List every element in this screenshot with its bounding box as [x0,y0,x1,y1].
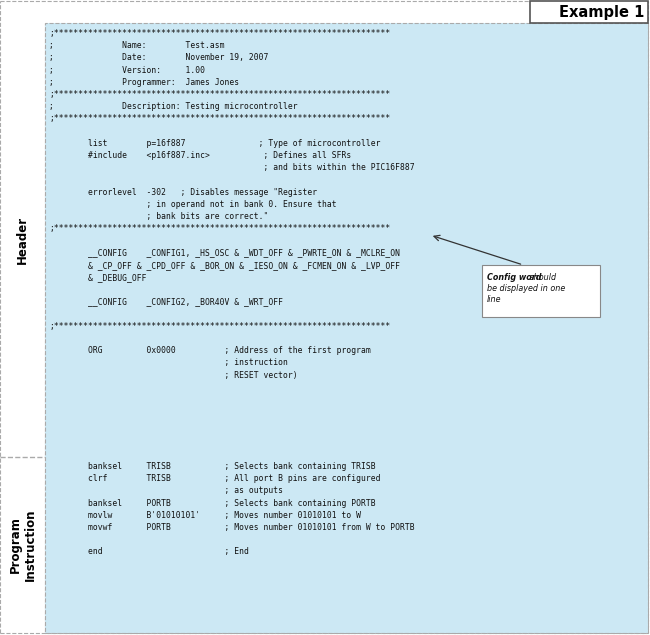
Text: Header: Header [16,216,29,264]
Bar [530,1,648,23]
Text: ;              Version:     1.00: ; Version: 1.00 [49,65,205,74]
Bar [45,23,648,457]
Text: ; and bits within the PIC16F887: ; and bits within the PIC16F887 [49,163,415,172]
Text: be displayed in one: be displayed in one [487,284,566,293]
Text: & _DEBUG_OFF: & _DEBUG_OFF [49,273,146,282]
Text: banksel     TRISB           ; Selects bank containing TRISB: banksel TRISB ; Selects bank containing … [49,462,376,471]
Bar [482,265,600,317]
Text: ;              Date:        November 19, 2007: ; Date: November 19, 2007 [49,53,268,62]
Text: & _CP_OFF & _CPD_OFF & _BOR_ON & _IESO_ON & _FCMEN_ON & _LVP_OFF: & _CP_OFF & _CPD_OFF & _BOR_ON & _IESO_O… [49,261,400,270]
Text: banksel     PORTB           ; Selects bank containing PORTB: banksel PORTB ; Selects bank containing … [49,498,376,507]
Text: ;*********************************************************************: ;***************************************… [49,224,390,233]
Text: movlw       B'01010101'     ; Moves number 01010101 to W: movlw B'01010101' ; Moves number 0101010… [49,511,361,520]
Text: ;*********************************************************************: ;***************************************… [49,29,390,38]
Text: ;*********************************************************************: ;***************************************… [49,114,390,123]
Text: ;              Description: Testing microcontroller: ; Description: Testing microcontroller [49,102,298,111]
Text: should: should [527,273,556,282]
Text: __CONFIG    _CONFIG2, _BOR40V & _WRT_OFF: __CONFIG _CONFIG2, _BOR40V & _WRT_OFF [49,297,283,307]
Text: list        p=16f887               ; Type of microcontroller: list p=16f887 ; Type of microcontroller [49,139,380,148]
Text: ;              Name:        Test.asm: ; Name: Test.asm [49,41,224,50]
Text: ; as outputs: ; as outputs [49,486,283,495]
Text: ; bank bits are correct.": ; bank bits are correct." [49,212,268,221]
Text: ; RESET vector): ; RESET vector) [49,371,298,380]
Text: clrf        TRISB           ; All port B pins are configured: clrf TRISB ; All port B pins are configu… [49,474,380,483]
Bar [45,457,648,633]
Text: errorlevel  -302   ; Disables message "Register: errorlevel -302 ; Disables message "Regi… [49,187,317,197]
Text: ;              Programmer:  James Jones: ; Programmer: James Jones [49,78,239,87]
Text: Program
Instruction: Program Instruction [8,509,36,581]
Text: Config word: Config word [487,273,541,282]
Text: ORG         0x0000          ; Address of the first program: ORG 0x0000 ; Address of the first progra… [49,346,370,355]
Text: movwf       PORTB           ; Moves number 01010101 from W to PORTB: movwf PORTB ; Moves number 01010101 from… [49,523,415,532]
Text: ; in operand not in bank 0. Ensure that: ; in operand not in bank 0. Ensure that [49,200,337,209]
Text: ;*********************************************************************: ;***************************************… [49,90,390,99]
Text: ; instruction: ; instruction [49,358,288,368]
Text: #include    <p16f887.inc>           ; Defines all SFRs: #include <p16f887.inc> ; Defines all SFR… [49,151,351,160]
Text: line: line [487,295,502,304]
Text: end                         ; End: end ; End [49,547,249,556]
Text: Example 1: Example 1 [558,4,644,20]
Text: ;*********************************************************************: ;***************************************… [49,322,390,331]
Text: __CONFIG    _CONFIG1, _HS_OSC & _WDT_OFF & _PWRTE_ON & _MCLRE_ON: __CONFIG _CONFIG1, _HS_OSC & _WDT_OFF & … [49,248,400,258]
